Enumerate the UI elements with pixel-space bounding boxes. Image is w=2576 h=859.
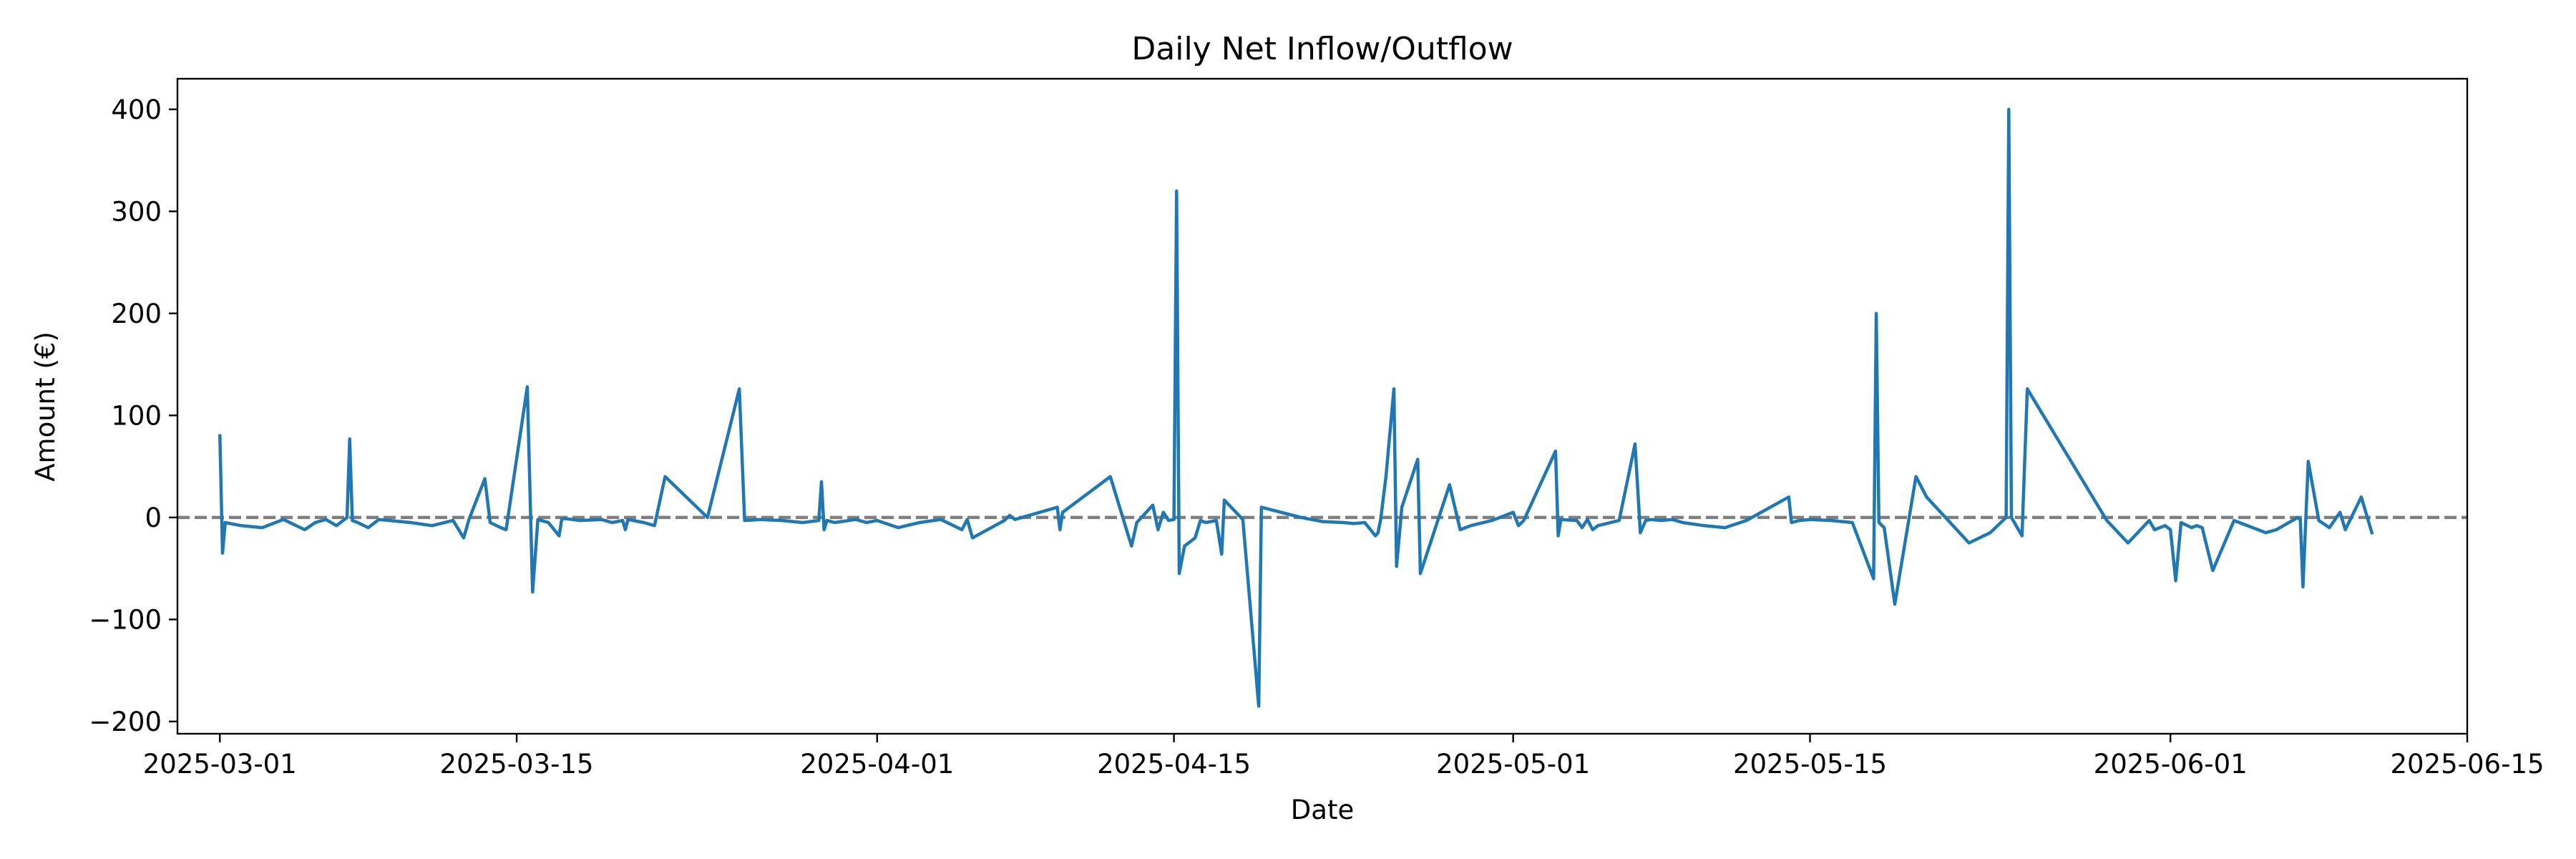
y-tick-label: 400	[111, 94, 162, 125]
x-tick-label: 2025-06-01	[2094, 749, 2248, 780]
series-layer	[218, 107, 2374, 708]
x-tick-label: 2025-05-15	[1733, 749, 1887, 780]
x-tick-label: 2025-04-01	[800, 749, 954, 780]
y-tick-label: 200	[111, 299, 162, 329]
x-axis-title: Date	[1291, 795, 1354, 825]
plot-area-frame	[176, 77, 2469, 735]
x-tick-label: 2025-04-15	[1097, 749, 1251, 780]
y-tick-label: 300	[111, 196, 162, 227]
chart-title: Daily Net Inflow/Outflow	[1131, 31, 1513, 67]
x-tick-label: 2025-03-15	[440, 749, 594, 780]
y-axis-title: Amount (€)	[30, 331, 61, 482]
y-tick-label: 100	[111, 400, 162, 431]
x-tick-label: 2025-05-01	[1436, 749, 1590, 780]
x-axis: 2025-03-01 2025-03-15 2025-04-01 2025-04-15…	[143, 734, 2545, 780]
x-tick-label: 2025-06-15	[2390, 749, 2544, 780]
y-tick-label: −100	[89, 604, 162, 635]
y-tick-label: 0	[145, 503, 162, 533]
y-axis: −200 −100 0 100 200 300 400	[89, 94, 177, 737]
x-tick-label: 2025-03-01	[143, 749, 297, 780]
series-line-1	[218, 107, 2374, 708]
y-tick-label: −200	[89, 707, 162, 737]
